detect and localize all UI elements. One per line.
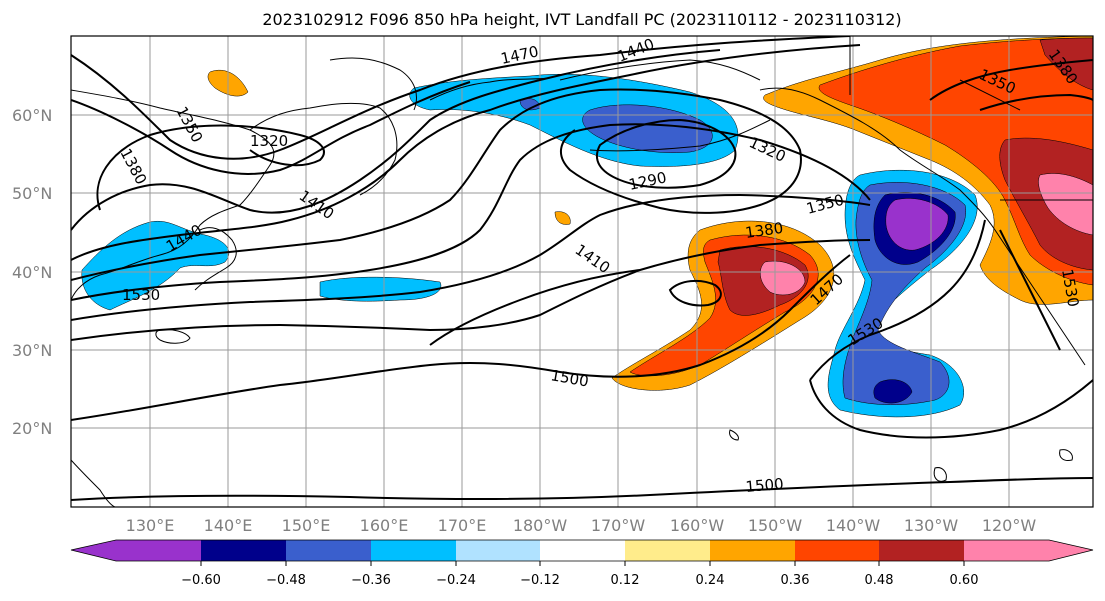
contour-label: 1500 bbox=[745, 475, 785, 496]
colorbar-cell bbox=[795, 540, 881, 561]
figure-title: 2023102912 F096 850 hPa height, IVT Land… bbox=[262, 10, 901, 29]
colorbar-cell bbox=[286, 540, 372, 561]
longitude-label: 170°E bbox=[438, 516, 487, 535]
colorbar-tick-label: 0.24 bbox=[696, 573, 725, 588]
colorbar-cell bbox=[71, 540, 117, 561]
colorbar-cell bbox=[201, 540, 287, 561]
contour-label: 1380 bbox=[744, 219, 784, 242]
longitude-label: 140°W bbox=[826, 516, 881, 535]
height-contours bbox=[71, 36, 1093, 501]
map-area: 1470 1440 1380 1350 1320 1350 1380 1410 … bbox=[71, 22, 1093, 507]
longitude-label: 170°W bbox=[591, 516, 646, 535]
longitude-label: 180°W bbox=[513, 516, 568, 535]
colorbar-cell bbox=[371, 540, 457, 561]
longitude-label: 150°W bbox=[748, 516, 803, 535]
longitude-label: 160°E bbox=[360, 516, 409, 535]
colorbar: −0.60 −0.48 −0.36 −0.24 −0.12 0.12 0.24 … bbox=[70, 539, 1094, 588]
colorbar-cell bbox=[456, 540, 542, 561]
map-frame bbox=[70, 35, 1094, 508]
latitude-label: 60°N bbox=[12, 106, 52, 125]
latitude-label: 40°N bbox=[12, 263, 52, 282]
contour-label: 1530 bbox=[122, 286, 160, 304]
longitude-label: 130°W bbox=[904, 516, 959, 535]
colorbar-tick-label: −0.12 bbox=[520, 573, 560, 588]
colorbar-tick-label: 0.48 bbox=[865, 573, 894, 588]
longitude-label: 120°W bbox=[982, 516, 1037, 535]
colorbar-tick-label: −0.24 bbox=[436, 573, 476, 588]
colorbar-tick-label: −0.48 bbox=[266, 573, 306, 588]
colorbar-cell bbox=[710, 540, 796, 561]
longitude-label: 160°W bbox=[670, 516, 725, 535]
latitude-axis: 60°N 50°N 40°N 30°N 20°N bbox=[12, 106, 52, 438]
longitude-label: 150°E bbox=[282, 516, 331, 535]
contour-label: 1320 bbox=[250, 132, 288, 150]
longitude-axis: 130°E 140°E 150°E 160°E 170°E 180°W 170°… bbox=[126, 516, 1037, 535]
negative-core-bering bbox=[582, 104, 713, 153]
longitude-label: 130°E bbox=[126, 516, 175, 535]
colorbar-tick-label: 0.36 bbox=[781, 573, 810, 588]
colorbar-cell bbox=[879, 540, 965, 561]
colorbar-tick-label: −0.36 bbox=[351, 573, 391, 588]
colorbar-cell bbox=[540, 540, 626, 561]
colorbar-tick-label: 0.60 bbox=[950, 573, 979, 588]
colorbar-tick-label: 0.12 bbox=[611, 573, 640, 588]
colorbar-outline bbox=[70, 539, 1094, 562]
latitude-label: 50°N bbox=[12, 184, 52, 203]
colorbar-cell bbox=[625, 540, 711, 561]
longitude-label: 140°E bbox=[204, 516, 253, 535]
colorbar-cell bbox=[1049, 540, 1093, 561]
colorbar-cell bbox=[116, 540, 202, 561]
latitude-label: 20°N bbox=[12, 419, 52, 438]
contour-label: 1410 bbox=[1048, 22, 1086, 40]
latitude-label: 30°N bbox=[12, 341, 52, 360]
colorbar-cell bbox=[964, 540, 1050, 561]
colorbar-tick-label: −0.60 bbox=[181, 573, 221, 588]
